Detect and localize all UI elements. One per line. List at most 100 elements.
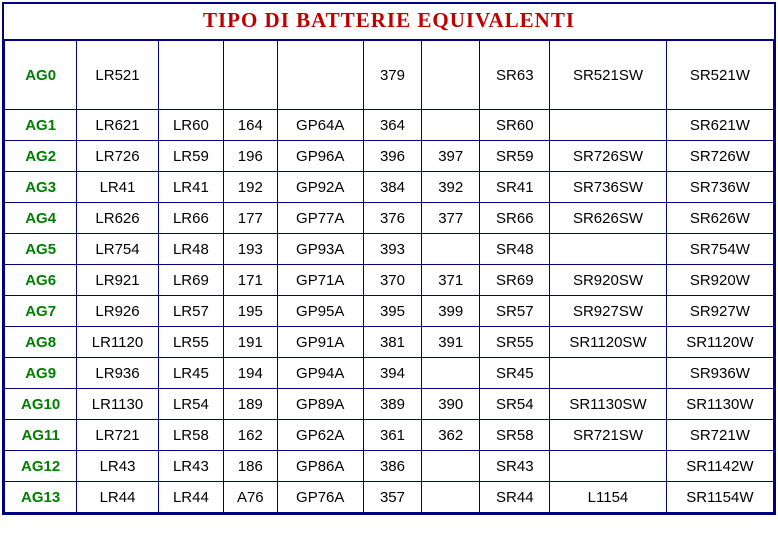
table-row: AG1LR621LR60164GP64A364SR60SR621W <box>5 110 774 141</box>
battery-equiv-cell <box>277 41 363 110</box>
battery-equiv-cell: GP77A <box>277 203 363 234</box>
battery-equiv-cell: SR55 <box>480 327 550 358</box>
battery-equivalence-table: TIPO DI BATTERIE EQUIVALENTI AG0LR521379… <box>2 2 776 515</box>
battery-equiv-cell: SR721W <box>666 420 773 451</box>
battery-equiv-cell: SR63 <box>480 41 550 110</box>
battery-equiv-cell: LR48 <box>158 234 223 265</box>
battery-equiv-cell: LR726 <box>77 141 159 172</box>
battery-equiv-cell: SR626SW <box>550 203 667 234</box>
battery-equiv-cell: LR57 <box>158 296 223 327</box>
battery-equiv-cell: 386 <box>363 451 421 482</box>
battery-equiv-cell: LR58 <box>158 420 223 451</box>
battery-equiv-cell: SR927W <box>666 296 773 327</box>
battery-equiv-cell: 390 <box>422 389 480 420</box>
table-row: AG11LR721LR58162GP62A361362SR58SR721SWSR… <box>5 420 774 451</box>
table-row: AG7LR926LR57195GP95A395399SR57SR927SWSR9… <box>5 296 774 327</box>
battery-equiv-cell: SR41 <box>480 172 550 203</box>
battery-equiv-cell: SR1120W <box>666 327 773 358</box>
battery-equiv-cell: SR43 <box>480 451 550 482</box>
battery-equiv-cell: 371 <box>422 265 480 296</box>
battery-equiv-cell: 357 <box>363 482 421 513</box>
battery-equiv-cell: 196 <box>224 141 278 172</box>
battery-equiv-cell: LR44 <box>158 482 223 513</box>
battery-equiv-cell: GP89A <box>277 389 363 420</box>
battery-equiv-cell: 370 <box>363 265 421 296</box>
battery-key-cell: AG9 <box>5 358 77 389</box>
battery-equiv-cell: SR521SW <box>550 41 667 110</box>
table-row: AG12LR43LR43186GP86A386SR43SR1142W <box>5 451 774 482</box>
battery-equiv-cell: LR936 <box>77 358 159 389</box>
table-row: AG6LR921LR69171GP71A370371SR69SR920SWSR9… <box>5 265 774 296</box>
battery-equiv-cell: GP71A <box>277 265 363 296</box>
battery-equiv-cell: LR1120 <box>77 327 159 358</box>
battery-equiv-cell: SR1120SW <box>550 327 667 358</box>
battery-equiv-cell: LR754 <box>77 234 159 265</box>
battery-equiv-cell: SR936W <box>666 358 773 389</box>
battery-equiv-cell: SR927SW <box>550 296 667 327</box>
battery-equiv-cell: 399 <box>422 296 480 327</box>
battery-equiv-cell: SR920W <box>666 265 773 296</box>
battery-equiv-cell: LR59 <box>158 141 223 172</box>
battery-equiv-cell: 377 <box>422 203 480 234</box>
battery-equiv-cell: 379 <box>363 41 421 110</box>
battery-equiv-cell: GP91A <box>277 327 363 358</box>
battery-equiv-cell: 389 <box>363 389 421 420</box>
battery-equiv-cell: 384 <box>363 172 421 203</box>
battery-equiv-cell: 376 <box>363 203 421 234</box>
battery-equiv-cell: 393 <box>363 234 421 265</box>
battery-equiv-cell: GP96A <box>277 141 363 172</box>
battery-equiv-cell: SR59 <box>480 141 550 172</box>
battery-equiv-cell: LR626 <box>77 203 159 234</box>
battery-equiv-cell: 195 <box>224 296 278 327</box>
table-title: TIPO DI BATTERIE EQUIVALENTI <box>4 4 774 40</box>
battery-equiv-cell: LR43 <box>77 451 159 482</box>
table-row: AG0LR521379SR63SR521SWSR521W <box>5 41 774 110</box>
battery-equiv-cell: SR721SW <box>550 420 667 451</box>
battery-equiv-cell: SR920SW <box>550 265 667 296</box>
battery-equiv-cell: LR1130 <box>77 389 159 420</box>
battery-equiv-cell: SR1130SW <box>550 389 667 420</box>
table-row: AG4LR626LR66177GP77A376377SR66SR626SWSR6… <box>5 203 774 234</box>
battery-key-cell: AG10 <box>5 389 77 420</box>
battery-equiv-cell: 186 <box>224 451 278 482</box>
battery-key-cell: AG8 <box>5 327 77 358</box>
battery-equiv-cell <box>422 234 480 265</box>
battery-equiv-cell <box>422 482 480 513</box>
battery-equiv-cell: 164 <box>224 110 278 141</box>
battery-equiv-cell <box>158 41 223 110</box>
battery-equiv-cell: 194 <box>224 358 278 389</box>
battery-equiv-cell: LR41 <box>158 172 223 203</box>
battery-equiv-cell: 391 <box>422 327 480 358</box>
battery-equiv-cell: SR736SW <box>550 172 667 203</box>
table-row: AG10LR1130LR54189GP89A389390SR54SR1130SW… <box>5 389 774 420</box>
battery-equiv-cell: GP94A <box>277 358 363 389</box>
table-row: AG13LR44LR44A76GP76A357SR44L1154SR1154W <box>5 482 774 513</box>
battery-equiv-cell <box>422 41 480 110</box>
battery-equiv-cell: SR626W <box>666 203 773 234</box>
battery-equiv-cell: SR60 <box>480 110 550 141</box>
battery-equiv-cell: GP93A <box>277 234 363 265</box>
battery-equiv-cell: 192 <box>224 172 278 203</box>
battery-equiv-cell: SR754W <box>666 234 773 265</box>
battery-equiv-cell: A76 <box>224 482 278 513</box>
battery-key-cell: AG5 <box>5 234 77 265</box>
battery-equiv-cell: GP92A <box>277 172 363 203</box>
battery-equiv-cell <box>422 110 480 141</box>
battery-equiv-cell: SR57 <box>480 296 550 327</box>
table-row: AG8LR1120LR55191GP91A381391SR55SR1120SWS… <box>5 327 774 358</box>
battery-equiv-cell: LR921 <box>77 265 159 296</box>
battery-equiv-cell: 191 <box>224 327 278 358</box>
table-row: AG5LR754LR48193GP93A393SR48SR754W <box>5 234 774 265</box>
battery-equiv-cell: 189 <box>224 389 278 420</box>
battery-equiv-cell: LR69 <box>158 265 223 296</box>
battery-key-cell: AG12 <box>5 451 77 482</box>
battery-equiv-cell: SR736W <box>666 172 773 203</box>
battery-key-cell: AG1 <box>5 110 77 141</box>
battery-equiv-cell: 171 <box>224 265 278 296</box>
battery-equiv-cell: SR726SW <box>550 141 667 172</box>
battery-equiv-cell: SR44 <box>480 482 550 513</box>
battery-equiv-cell <box>550 234 667 265</box>
battery-key-cell: AG6 <box>5 265 77 296</box>
battery-equiv-cell: 397 <box>422 141 480 172</box>
battery-equiv-cell: 394 <box>363 358 421 389</box>
